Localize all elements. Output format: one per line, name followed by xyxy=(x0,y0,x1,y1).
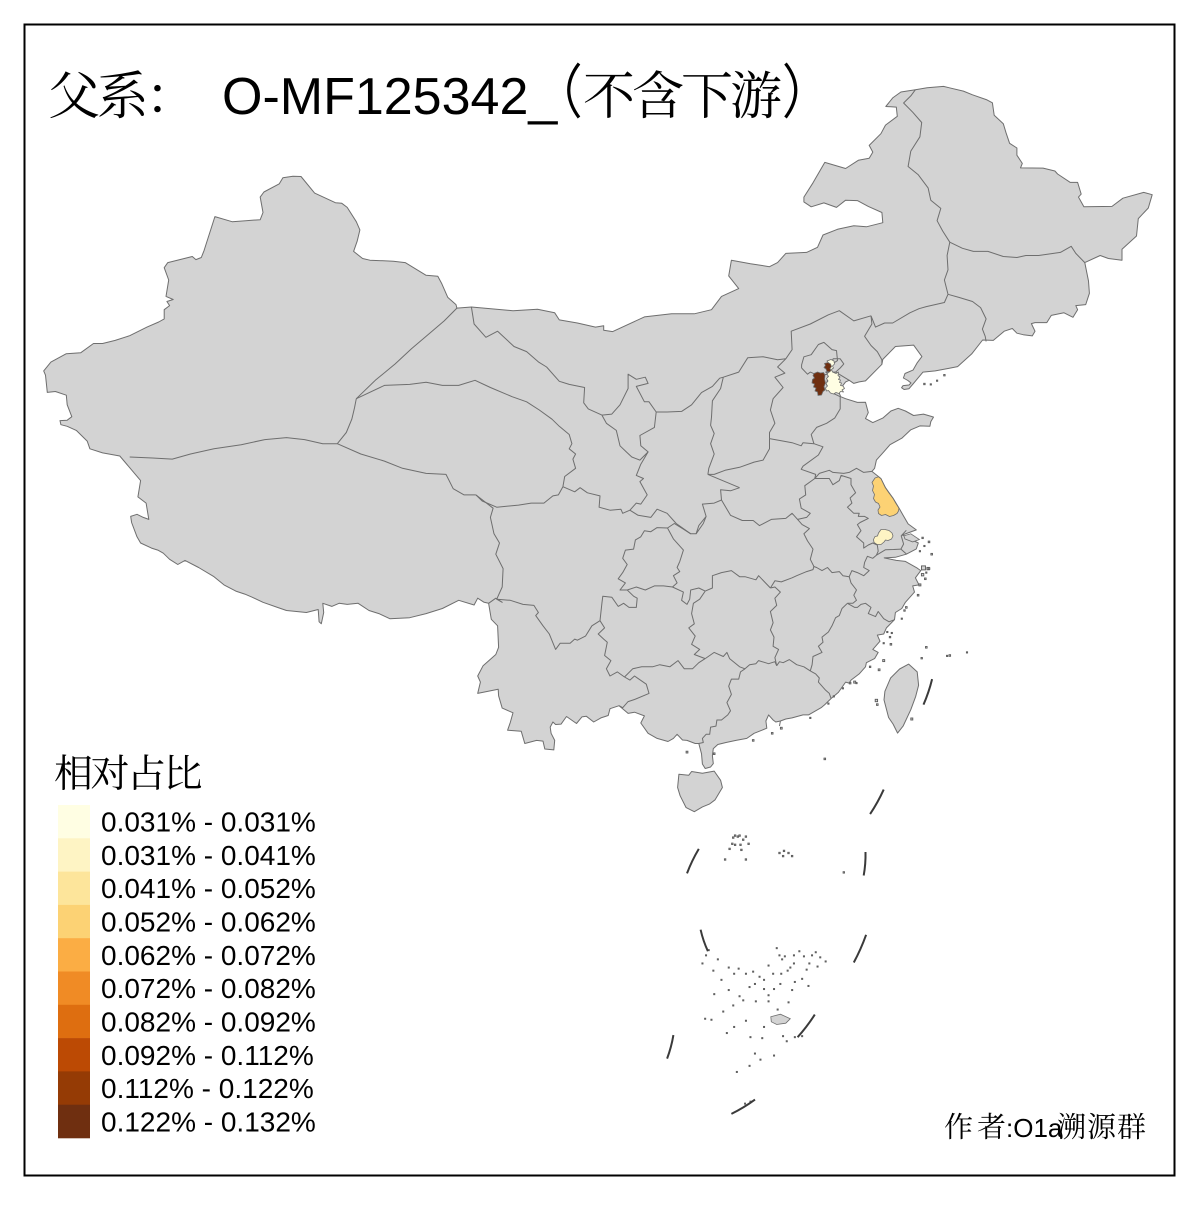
svg-text:0.062% - 0.072%: 0.062% - 0.072% xyxy=(101,940,316,971)
svg-text:0.072% - 0.082%: 0.072% - 0.082% xyxy=(101,973,316,1004)
svg-text:0.052% - 0.062%: 0.052% - 0.062% xyxy=(101,907,316,938)
svg-text:O-MF125342_: O-MF125342_ xyxy=(222,68,558,126)
svg-text:0.112% - 0.122%: 0.112% - 0.122% xyxy=(101,1073,314,1104)
svg-text:0.031% - 0.041%: 0.031% - 0.041% xyxy=(101,840,316,871)
svg-text:0.031% - 0.031%: 0.031% - 0.031% xyxy=(101,807,316,838)
svg-text:0.122% - 0.132%: 0.122% - 0.132% xyxy=(101,1106,316,1137)
svg-text:0.082% - 0.092%: 0.082% - 0.092% xyxy=(101,1006,316,1037)
svg-text:0.041% - 0.052%: 0.041% - 0.052% xyxy=(101,873,316,904)
svg-text::O1a: :O1a xyxy=(1006,1113,1063,1143)
svg-text:0.092% - 0.112%: 0.092% - 0.112% xyxy=(101,1040,314,1071)
